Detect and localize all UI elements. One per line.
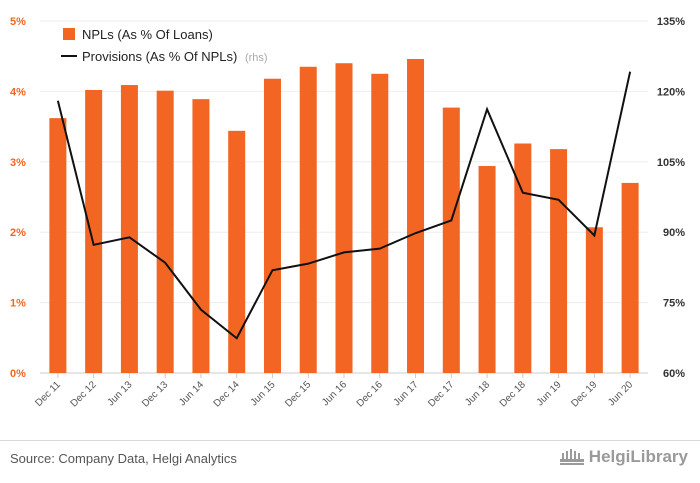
y-right-tick-label: 60% [663,368,685,380]
legend-provisions-name: Provisions (As % Of NPLs) [82,49,237,64]
y-right-tick-label: 90% [663,227,685,239]
npl-bar [85,89,103,373]
x-tick-label: Jun 13 [106,379,135,408]
npl-bar [263,78,281,373]
x-tick-label: Jun 18 [463,379,492,408]
npl-bar [478,166,496,373]
npl-bar [49,118,67,373]
npl-bar [514,143,532,373]
x-tick-label: Dec 18 [498,379,528,409]
x-tick-label: Dec 16 [355,379,385,409]
x-tick-label: Dec 13 [140,379,170,409]
npl-bar [585,227,603,373]
x-axis: Dec 11 Dec 12 Jun 13 Dec 13 Jun 14 Dec 14 Jun … [33,373,636,410]
y-left-tick-label: 3% [10,157,26,169]
y-left-tick-label: 1% [10,298,26,310]
chart-svg: 0% 1% 2% 3% 4% 5% 60% 75% 90% 105% 120% 135% Dec 1… [10,16,685,410]
y-right-tick-label: 120% [657,86,685,98]
x-tick-label: Dec 14 [212,379,242,409]
y-left-tick-label: 5% [10,16,26,28]
npl-bar [299,66,317,373]
npl-bar [442,107,460,373]
legend-provisions-suffix: (rhs) [245,52,268,64]
legend: NPLs (As % Of Loans) Provisions (As % Of… [61,27,268,64]
x-tick-label: Dec 12 [69,379,99,409]
y-right-tick-label: 135% [657,16,685,28]
x-tick-label: Jun 20 [606,379,635,408]
helgi-library-logo: HelgiLibrary [559,447,688,467]
source-note: Source: Company Data, Helgi Analytics [10,451,237,466]
x-tick-label: Jun 14 [177,379,206,408]
logo-text: HelgiLibrary [588,447,688,466]
npl-bar [550,149,568,373]
library-icon [559,449,584,465]
npl-bars [49,59,639,374]
npl-bar [228,130,246,373]
legend-provisions-label: Provisions (As % Of NPLs) (rhs) [82,49,268,64]
footer: Source: Company Data, Helgi Analytics He… [0,440,700,483]
x-tick-label: Jun 19 [535,379,564,408]
x-tick-label: Jun 17 [392,379,421,408]
npl-bar [371,73,389,374]
y-left-tick-label: 2% [10,227,26,239]
npl-bar [407,59,425,374]
x-tick-label: Jun 15 [249,379,278,408]
npl-bar [192,99,210,374]
npl-bar [335,63,353,374]
provisions-line-group [56,71,632,340]
x-tick-label: Dec 17 [426,379,456,409]
npl-bar [120,85,138,374]
y-right-tick-label: 75% [663,298,685,310]
npl-bar [156,90,174,374]
legend-npl-swatch [63,28,75,40]
y-right-tick-label: 105% [657,157,685,169]
x-tick-label: Dec 19 [569,379,599,409]
x-tick-label: Jun 16 [320,379,349,408]
y-left-tick-label: 0% [10,368,26,380]
npl-bar [621,182,639,373]
left-axis: 0% 1% 2% 3% 4% 5% [10,16,26,380]
right-axis: 60% 75% 90% 105% 120% 135% [657,16,685,380]
provisions-line [56,71,632,340]
x-tick-label: Dec 15 [283,379,313,409]
x-tick-label: Dec 11 [33,379,63,409]
legend-npl-label: NPLs (As % Of Loans) [82,27,213,42]
y-left-tick-label: 4% [10,86,26,98]
